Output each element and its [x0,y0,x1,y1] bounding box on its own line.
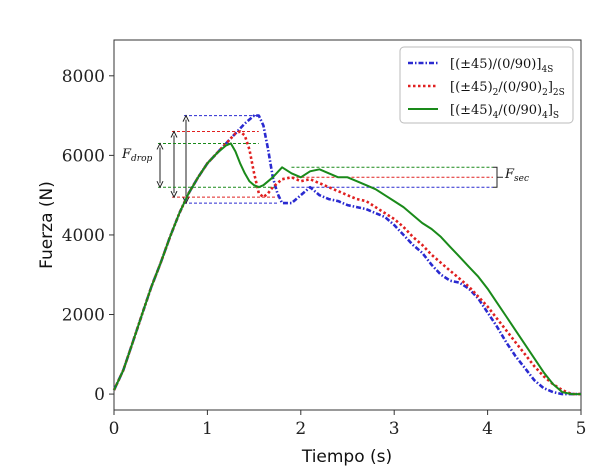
drop-arrow-head [170,190,178,199]
y-tick-label: 2000 [62,306,105,326]
x-tick-label: 1 [202,419,213,439]
x-tick-label: 3 [389,419,400,439]
drop-arrow-head [182,114,190,122]
annotations [156,114,503,205]
x-tick-label: 4 [482,419,493,439]
series-line-2 [112,130,581,396]
f-drop-label: Fdrop [121,147,153,164]
drop-arrow-head [156,142,164,150]
y-tick-label: 4000 [62,226,105,246]
x-tick-label: 0 [109,419,120,439]
plot-frame [113,39,582,411]
f-sec-label: Fsec [504,167,529,184]
y-axis: 0 2000 4000 6000 8000 [62,67,114,405]
series-line-3 [113,142,581,396]
y-tick-label: 8000 [62,67,105,87]
x-tick-label: 2 [295,419,306,439]
y-tick-label: 6000 [62,146,105,166]
legend-label-series-3: [(±45)4/(0/90)4]S [450,103,559,121]
drop-arrow-head [182,196,190,205]
series-line-1 [112,114,581,396]
x-tick-label: 5 [576,419,587,439]
y-tick-label: 0 [94,385,105,405]
legend-box [399,46,574,124]
legend: [(±45)/(0/90)]4S [(±45)2/(0/90)2]2S [(±4… [399,46,574,124]
legend-label-series-2: [(±45)2/(0/90)2]2S [450,80,565,98]
x-axis: 0 1 2 3 4 5 [109,410,587,439]
x-axis-title: Tiempo (s) [301,447,392,467]
drop-arrow-head [156,180,164,189]
series-group [112,114,581,396]
sec-bracket [493,166,498,188]
drop-arrow-head [170,130,178,138]
y-axis-title: Fuerza (N) [37,181,57,269]
legend-label-series-1: [(±45)/(0/90)]4S [450,57,553,75]
